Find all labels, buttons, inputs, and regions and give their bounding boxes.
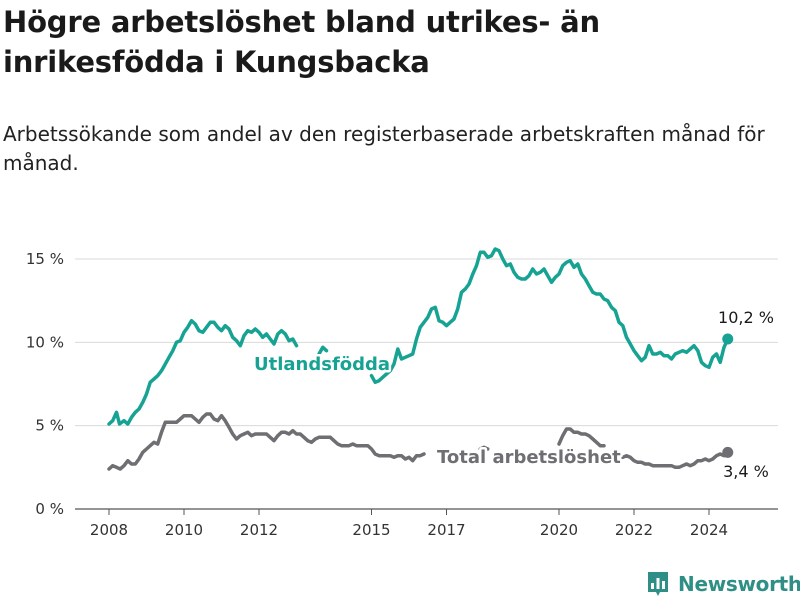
- y-tick-label: 5 %: [35, 417, 64, 435]
- series-label-utlandsfodda: Utlandsfödda: [254, 354, 390, 375]
- end-value-utlandsfodda: 10,2 %: [718, 308, 774, 327]
- series-line-utlandsfodda: [369, 247, 730, 385]
- series-labels: Utlandsfödda Total arbetslöshet 10,2 % 3,4 …: [252, 306, 776, 483]
- axes: 0 % 5 % 10 % 15 % 2008 2010 2012 2015 2017 2020 20…: [26, 250, 728, 539]
- end-point-total: [722, 446, 734, 458]
- end-point-utlandsfodda: [722, 333, 734, 345]
- y-tick-label: 15 %: [26, 250, 64, 268]
- x-tick-label: 2017: [427, 521, 465, 539]
- chart-title: Högre arbetslöshet bland utrikes- än inr…: [3, 5, 600, 79]
- x-tick-label: 2024: [690, 521, 728, 539]
- chart-logo-icon: [648, 572, 668, 596]
- x-tick-label: 2010: [165, 521, 203, 539]
- gridlines: [75, 258, 778, 510]
- brand-logo[interactable]: Newsworthy: [646, 568, 800, 600]
- y-tick-label: 10 %: [26, 333, 64, 351]
- end-value-total: 3,4 %: [723, 462, 769, 481]
- x-tick-label: 2015: [352, 521, 390, 539]
- y-tick-label: 0 %: [35, 500, 64, 518]
- series-line-total: [107, 412, 426, 471]
- series-line-utlandsfodda: [317, 345, 329, 356]
- series-label-total: Total arbetslöshet: [437, 447, 621, 468]
- series-line-total: [478, 445, 490, 451]
- x-tick-label: 2020: [540, 521, 578, 539]
- chart-subtitle: Arbetssökande som andel av den registerb…: [3, 122, 765, 175]
- series-line-total: [557, 427, 606, 448]
- x-tick-label: 2022: [615, 521, 653, 539]
- brand-name: Newsworthy: [678, 572, 800, 596]
- series-line-utlandsfodda: [107, 318, 299, 426]
- series-lines: [107, 247, 734, 471]
- series-line-total: [621, 450, 730, 470]
- x-tick-label: 2008: [90, 521, 128, 539]
- x-tick-label: 2012: [240, 521, 278, 539]
